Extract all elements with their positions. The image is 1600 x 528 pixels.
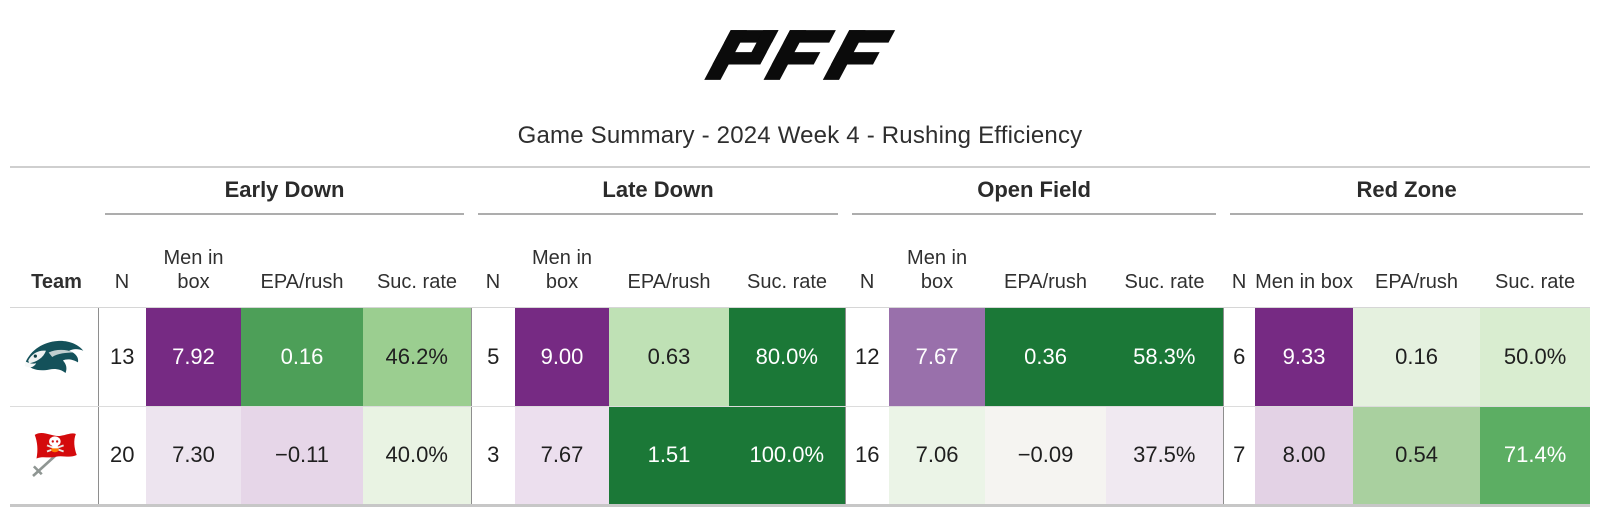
col-header-n: N	[1223, 215, 1256, 308]
col-header-suc-rate: Suc. rate	[1106, 215, 1224, 308]
col-header-men-in-box: Men in box	[146, 215, 241, 308]
col-header-epa-rush: EPA/rush	[241, 215, 363, 308]
report-header: Game Summary - 2024 Week 4 - Rushing Eff…	[0, 0, 1600, 150]
table-row-eagles: 13 7.92 0.16 46.2% 5 9.00 0.63 80.0% 12 …	[10, 307, 1591, 407]
col-header-epa-rush: EPA/rush	[985, 215, 1107, 308]
stat-epa-rush: 0.36	[985, 307, 1107, 407]
stat-n: 20	[98, 406, 146, 505]
group-header-open-field: Open Field	[845, 167, 1223, 215]
col-header-team: Team	[10, 215, 98, 308]
page-title: Game Summary - 2024 Week 4 - Rushing Eff…	[517, 122, 1083, 149]
tampa-bay-buccaneers-logo-icon	[31, 433, 77, 477]
col-header-epa-rush: EPA/rush	[1353, 215, 1481, 308]
stat-suc-rate: 37.5%	[1106, 406, 1224, 505]
stat-epa-rush: 0.54	[1353, 406, 1481, 505]
philadelphia-eagles-logo-icon	[24, 340, 84, 373]
col-header-men-in-box: Men in box	[515, 215, 609, 308]
stat-suc-rate: 58.3%	[1106, 307, 1224, 407]
team-cell-eagles	[10, 307, 99, 407]
stat-suc-rate: 80.0%	[729, 307, 846, 407]
col-header-n: N	[471, 215, 515, 308]
stat-n: 5	[471, 307, 515, 407]
pff-logo-icon	[704, 30, 896, 80]
col-header-suc-rate: Suc. rate	[729, 215, 846, 308]
stat-epa-rush: 0.16	[1353, 307, 1481, 407]
team-cell-buccaneers	[10, 406, 99, 505]
stat-n: 3	[471, 406, 515, 505]
stat-suc-rate: 46.2%	[363, 307, 472, 407]
stat-epa-rush: −0.09	[985, 406, 1107, 505]
stat-men-in-box: 7.67	[889, 307, 986, 407]
stat-men-in-box: 7.67	[515, 406, 609, 505]
stat-suc-rate: 50.0%	[1480, 307, 1591, 407]
stat-n: 6	[1223, 307, 1256, 407]
stat-suc-rate: 71.4%	[1480, 406, 1591, 505]
stat-suc-rate: 100.0%	[729, 406, 846, 505]
rushing-efficiency-table: Early Down Late Down Open Field Red Zone…	[10, 166, 1591, 507]
col-header-n: N	[98, 215, 146, 308]
group-header-red-zone: Red Zone	[1223, 167, 1590, 215]
stat-n: 13	[98, 307, 146, 407]
stat-men-in-box: 7.30	[146, 406, 241, 505]
stat-epa-rush: 0.63	[609, 307, 729, 407]
stat-n: 7	[1223, 406, 1256, 505]
stat-n: 16	[845, 406, 890, 505]
col-header-men-in-box: Men in box	[1255, 215, 1354, 308]
stat-men-in-box: 7.06	[889, 406, 986, 505]
corner-spacer	[10, 167, 98, 215]
stat-men-in-box: 9.33	[1255, 307, 1354, 407]
stat-epa-rush: −0.11	[241, 406, 363, 505]
col-header-suc-rate: Suc. rate	[363, 215, 471, 308]
col-header-epa-rush: EPA/rush	[609, 215, 729, 308]
col-header-men-in-box: Men in box	[889, 215, 986, 308]
stat-men-in-box: 7.92	[146, 307, 241, 407]
group-header-late-down: Late Down	[471, 167, 845, 215]
stat-n: 12	[845, 307, 890, 407]
col-header-suc-rate: Suc. rate	[1480, 215, 1591, 308]
stat-epa-rush: 0.16	[241, 307, 363, 407]
stat-suc-rate: 40.0%	[363, 406, 472, 505]
table-row-buccaneers: 20 7.30 −0.11 40.0% 3 7.67 1.51 100.0% 1…	[10, 406, 1591, 505]
col-header-n: N	[845, 215, 890, 308]
stat-epa-rush: 1.51	[609, 406, 729, 505]
group-header-early-down: Early Down	[98, 167, 471, 215]
stat-men-in-box: 9.00	[515, 307, 609, 407]
stat-men-in-box: 8.00	[1255, 406, 1354, 505]
pff-logo	[0, 24, 1600, 86]
